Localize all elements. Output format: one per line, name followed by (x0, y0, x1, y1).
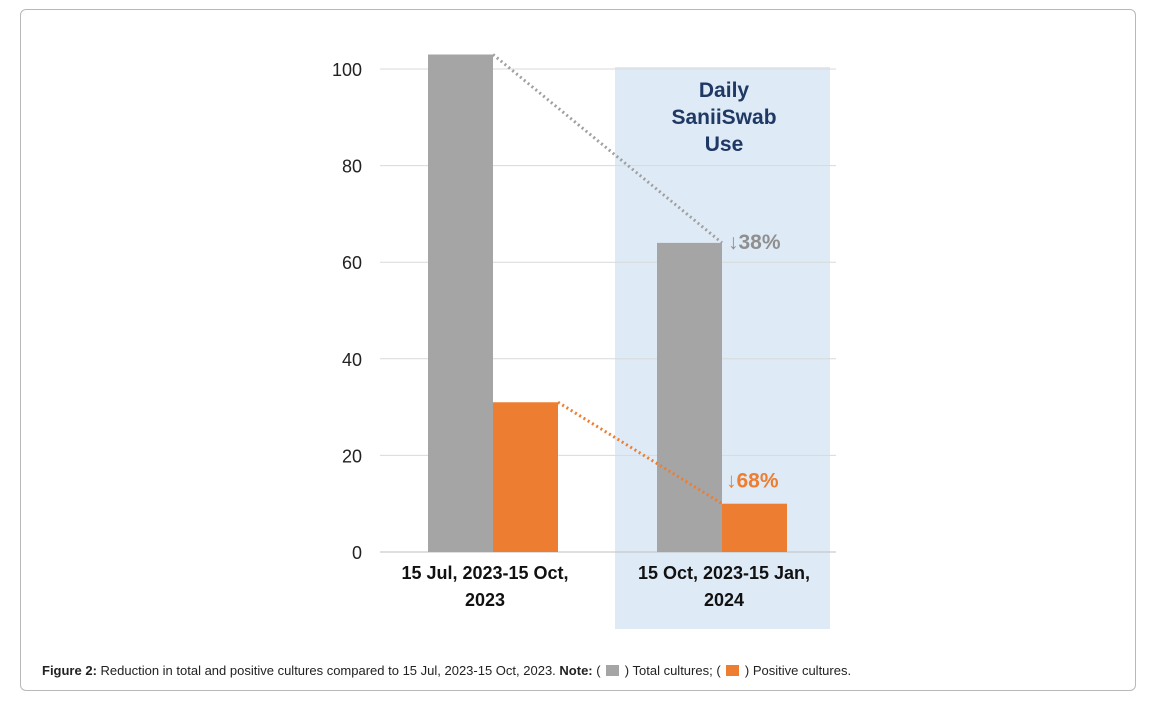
figure-caption: Figure 2: Reduction in total and positiv… (42, 663, 851, 678)
caption-text: Reduction in total and positive cultures… (96, 663, 560, 678)
highlight-label-line: Daily (699, 79, 750, 102)
y-tick-label: 100 (332, 60, 362, 80)
x-category-label: 2023 (465, 590, 505, 610)
y-tick-label: 60 (342, 253, 362, 273)
note-label: Note: (559, 663, 593, 678)
reduction-annotation: ↓68% (726, 470, 779, 493)
legend-total-label: ) Total cultures; ( (621, 663, 725, 678)
y-tick-label: 20 (342, 446, 362, 466)
positive-cultures-swatch (726, 665, 740, 676)
bar-total-1 (657, 242, 722, 552)
x-category-label: 15 Oct, 2023-15 Jan, (638, 563, 810, 583)
total-cultures-swatch (606, 665, 620, 676)
legend-open: ( (592, 663, 605, 678)
bar-positive-1 (722, 503, 787, 552)
bar-total-0 (428, 54, 493, 552)
highlight-label-line: SaniiSwab (671, 106, 776, 129)
x-category-label: 15 Jul, 2023-15 Oct, (401, 563, 568, 583)
y-tick-label: 40 (342, 350, 362, 370)
y-tick-label: 80 (342, 157, 362, 177)
y-tick-label: 0 (352, 543, 362, 563)
x-category-label: 2024 (704, 590, 744, 610)
reduction-annotation: ↓38% (728, 231, 781, 254)
trend-line-1 (557, 400, 723, 505)
figure-label: Figure 2: (42, 663, 97, 678)
figure-frame (20, 9, 1136, 691)
highlight-label-line: Use (705, 133, 744, 156)
legend-positive-label: ) Positive cultures. (741, 663, 852, 678)
bar-positive-0 (493, 402, 558, 552)
